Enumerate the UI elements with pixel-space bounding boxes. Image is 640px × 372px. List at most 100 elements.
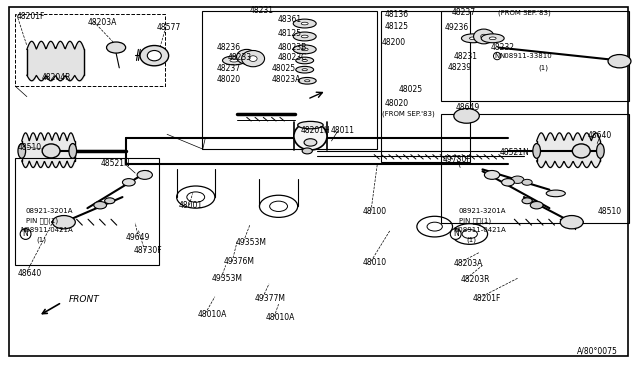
- Text: 49377M: 49377M: [254, 294, 285, 303]
- Text: 48010A: 48010A: [198, 310, 227, 319]
- Ellipse shape: [293, 45, 316, 54]
- Text: 48577: 48577: [157, 23, 181, 32]
- Text: 48023C: 48023C: [278, 53, 307, 62]
- Ellipse shape: [533, 144, 540, 158]
- Text: FRONT: FRONT: [68, 295, 99, 304]
- Text: N: N: [23, 230, 28, 238]
- Ellipse shape: [242, 51, 264, 67]
- Text: (1): (1): [36, 236, 47, 243]
- Circle shape: [484, 170, 500, 179]
- Text: 48201F: 48201F: [473, 294, 501, 303]
- Ellipse shape: [296, 66, 314, 73]
- Text: A/80°0075: A/80°0075: [577, 347, 618, 356]
- Circle shape: [104, 198, 115, 204]
- Ellipse shape: [461, 34, 484, 43]
- Bar: [381, 11, 470, 162]
- Text: 48231: 48231: [454, 52, 478, 61]
- Text: 48239: 48239: [447, 63, 472, 72]
- Text: 48237: 48237: [217, 64, 241, 73]
- Text: 48201F: 48201F: [17, 12, 45, 22]
- Text: (1): (1): [467, 236, 477, 243]
- Ellipse shape: [293, 19, 316, 28]
- Circle shape: [106, 42, 125, 53]
- Text: (FROM SEP.'83): (FROM SEP.'83): [499, 9, 551, 16]
- Ellipse shape: [293, 32, 316, 41]
- Ellipse shape: [302, 69, 307, 71]
- Text: 48023B: 48023B: [278, 43, 307, 52]
- Ellipse shape: [481, 34, 487, 39]
- Ellipse shape: [249, 56, 257, 61]
- Ellipse shape: [305, 80, 310, 82]
- Text: 49376M: 49376M: [223, 257, 254, 266]
- Circle shape: [560, 215, 583, 229]
- Text: 08921-3201A: 08921-3201A: [459, 208, 506, 214]
- Ellipse shape: [18, 144, 26, 158]
- Bar: [441, 11, 629, 101]
- Circle shape: [608, 55, 631, 68]
- Text: 48361: 48361: [278, 15, 302, 23]
- Ellipse shape: [243, 54, 250, 60]
- Text: PIN ピン(1): PIN ピン(1): [459, 217, 491, 224]
- Text: 48020: 48020: [385, 99, 408, 108]
- Ellipse shape: [147, 51, 161, 61]
- Bar: [441, 114, 629, 223]
- Text: 48203R: 48203R: [460, 275, 490, 283]
- Ellipse shape: [298, 77, 316, 84]
- Circle shape: [522, 198, 532, 204]
- Text: (FROM SEP.'83): (FROM SEP.'83): [382, 111, 435, 117]
- Circle shape: [502, 179, 515, 186]
- Text: 49236: 49236: [444, 23, 468, 32]
- Text: 48233: 48233: [228, 53, 252, 62]
- Text: 48640: 48640: [588, 131, 612, 140]
- Text: 48010A: 48010A: [266, 313, 295, 322]
- Text: N08911-33810: N08911-33810: [500, 53, 552, 59]
- Ellipse shape: [298, 121, 323, 129]
- Circle shape: [302, 148, 312, 154]
- Text: 48231: 48231: [249, 6, 273, 15]
- Circle shape: [511, 176, 524, 183]
- Circle shape: [531, 202, 543, 209]
- Text: 48510: 48510: [17, 143, 42, 152]
- Text: 48521N: 48521N: [500, 148, 529, 157]
- Text: 48100: 48100: [363, 207, 387, 217]
- Text: 48640: 48640: [17, 269, 42, 278]
- Text: 48136: 48136: [385, 10, 409, 19]
- Ellipse shape: [474, 29, 494, 44]
- Text: 48236: 48236: [217, 43, 241, 52]
- Text: (1): (1): [539, 65, 548, 71]
- Bar: [15, 14, 165, 86]
- Ellipse shape: [301, 48, 308, 51]
- Ellipse shape: [572, 144, 590, 158]
- Ellipse shape: [140, 45, 169, 66]
- Text: 48237: 48237: [452, 8, 476, 17]
- Text: 48510: 48510: [597, 207, 621, 217]
- Ellipse shape: [470, 37, 476, 40]
- Text: 48011: 48011: [330, 126, 354, 135]
- Text: 48023A: 48023A: [271, 75, 301, 84]
- Ellipse shape: [42, 144, 60, 158]
- Ellipse shape: [69, 144, 77, 158]
- Text: 49649: 49649: [125, 233, 150, 242]
- Text: 49730F: 49730F: [442, 154, 471, 164]
- Circle shape: [454, 109, 479, 123]
- Ellipse shape: [301, 35, 308, 38]
- Ellipse shape: [223, 56, 246, 65]
- Text: 48020: 48020: [217, 75, 241, 84]
- Ellipse shape: [296, 57, 314, 64]
- Bar: [15, 158, 159, 265]
- Text: 49353M: 49353M: [236, 238, 267, 247]
- Text: 48204R: 48204R: [42, 73, 71, 82]
- Text: 48201H: 48201H: [301, 126, 331, 135]
- Text: 08921-3201A: 08921-3201A: [26, 208, 73, 214]
- Ellipse shape: [596, 144, 604, 158]
- Text: N: N: [453, 230, 459, 238]
- Text: 48025: 48025: [398, 85, 422, 94]
- Ellipse shape: [294, 122, 327, 150]
- Ellipse shape: [481, 34, 504, 43]
- Circle shape: [52, 215, 76, 229]
- Text: 48521N: 48521N: [100, 159, 130, 169]
- Text: 48232: 48232: [491, 43, 515, 52]
- Text: 48025: 48025: [271, 64, 296, 73]
- Text: N08911-0421A: N08911-0421A: [20, 227, 73, 233]
- Bar: [202, 11, 378, 149]
